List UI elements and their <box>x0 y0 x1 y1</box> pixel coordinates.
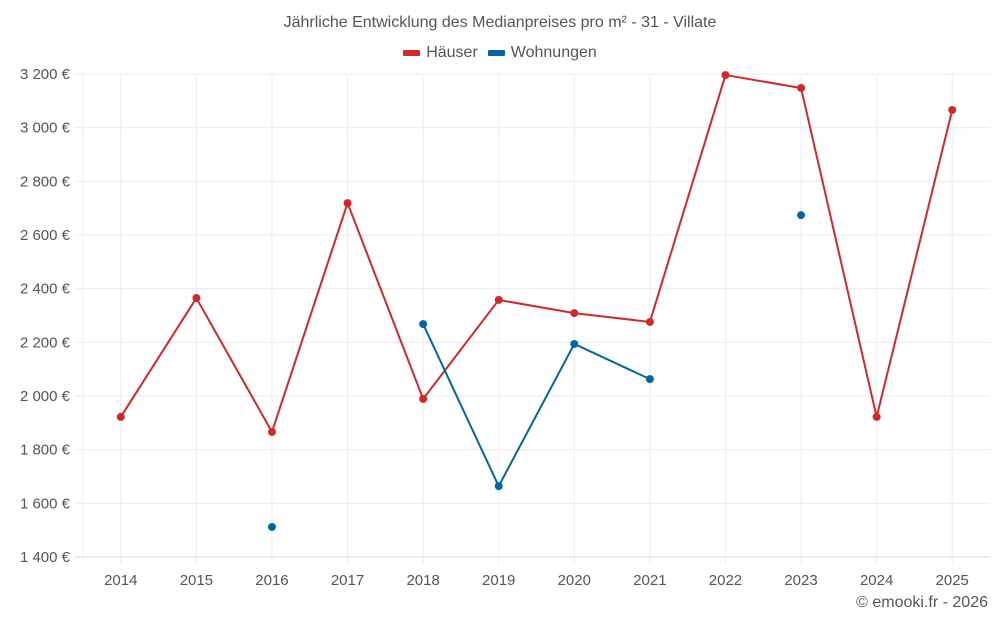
data-point[interactable] <box>419 320 428 329</box>
data-point[interactable] <box>570 339 579 348</box>
x-tick-label: 2018 <box>406 572 439 589</box>
series-line-wohnungen <box>422 323 651 488</box>
data-point[interactable] <box>570 309 579 318</box>
credit-text: © emooki.fr - 2026 <box>856 594 988 611</box>
x-tick-label: 2014 <box>104 572 137 589</box>
data-point[interactable] <box>721 71 730 80</box>
chart-title: Jährliche Entwicklung des Medianpreises … <box>283 14 717 31</box>
x-tick-label: 2015 <box>180 572 213 589</box>
data-point[interactable] <box>419 394 428 403</box>
data-point[interactable] <box>494 295 503 304</box>
x-tick-label: 2017 <box>331 572 364 589</box>
data-point[interactable] <box>494 482 503 491</box>
x-tick-label: 2024 <box>860 572 893 589</box>
data-point[interactable] <box>872 412 881 421</box>
data-point[interactable] <box>645 317 654 326</box>
x-tick-label: 2020 <box>558 572 591 589</box>
x-tick-label: 2022 <box>709 572 742 589</box>
data-point[interactable] <box>267 522 276 531</box>
y-tick-label: 2 200 € <box>20 334 71 351</box>
data-point[interactable] <box>797 211 806 220</box>
data-point[interactable] <box>948 105 957 114</box>
y-tick-label: 2 600 € <box>20 227 71 244</box>
series-line-haeuser <box>119 74 954 433</box>
data-point[interactable] <box>192 294 201 303</box>
legend-label-haeuser: Häuser <box>426 44 478 61</box>
data-point[interactable] <box>343 199 352 208</box>
x-tick-label: 2021 <box>633 572 666 589</box>
x-tick-label: 2023 <box>784 572 817 589</box>
y-tick-label: 2 800 € <box>20 173 71 190</box>
y-tick-label: 1 800 € <box>20 442 71 459</box>
y-tick-label: 1 400 € <box>20 549 71 566</box>
data-point[interactable] <box>645 375 654 384</box>
legend-item-haeuser[interactable]: Häuser <box>403 44 478 62</box>
y-tick-label: 3 200 € <box>20 66 71 83</box>
data-point[interactable] <box>267 427 276 436</box>
y-tick-label: 3 000 € <box>20 120 71 137</box>
data-point[interactable] <box>116 412 125 421</box>
x-tick-label: 2016 <box>255 572 288 589</box>
x-tick-label: 2019 <box>482 572 515 589</box>
legend-item-wohnungen[interactable]: Wohnungen <box>487 44 597 62</box>
legend-label-wohnungen: Wohnungen <box>510 44 597 61</box>
legend: Häuser Wohnungen <box>0 44 1000 62</box>
x-tick-label: 2025 <box>936 572 969 589</box>
y-tick-label: 2 400 € <box>20 281 71 298</box>
data-point[interactable] <box>797 83 806 92</box>
y-tick-label: 1 600 € <box>20 495 71 512</box>
y-tick-label: 2 000 € <box>20 388 71 405</box>
legend-swatch-haeuser <box>403 50 421 56</box>
legend-swatch-wohnungen <box>487 50 505 56</box>
